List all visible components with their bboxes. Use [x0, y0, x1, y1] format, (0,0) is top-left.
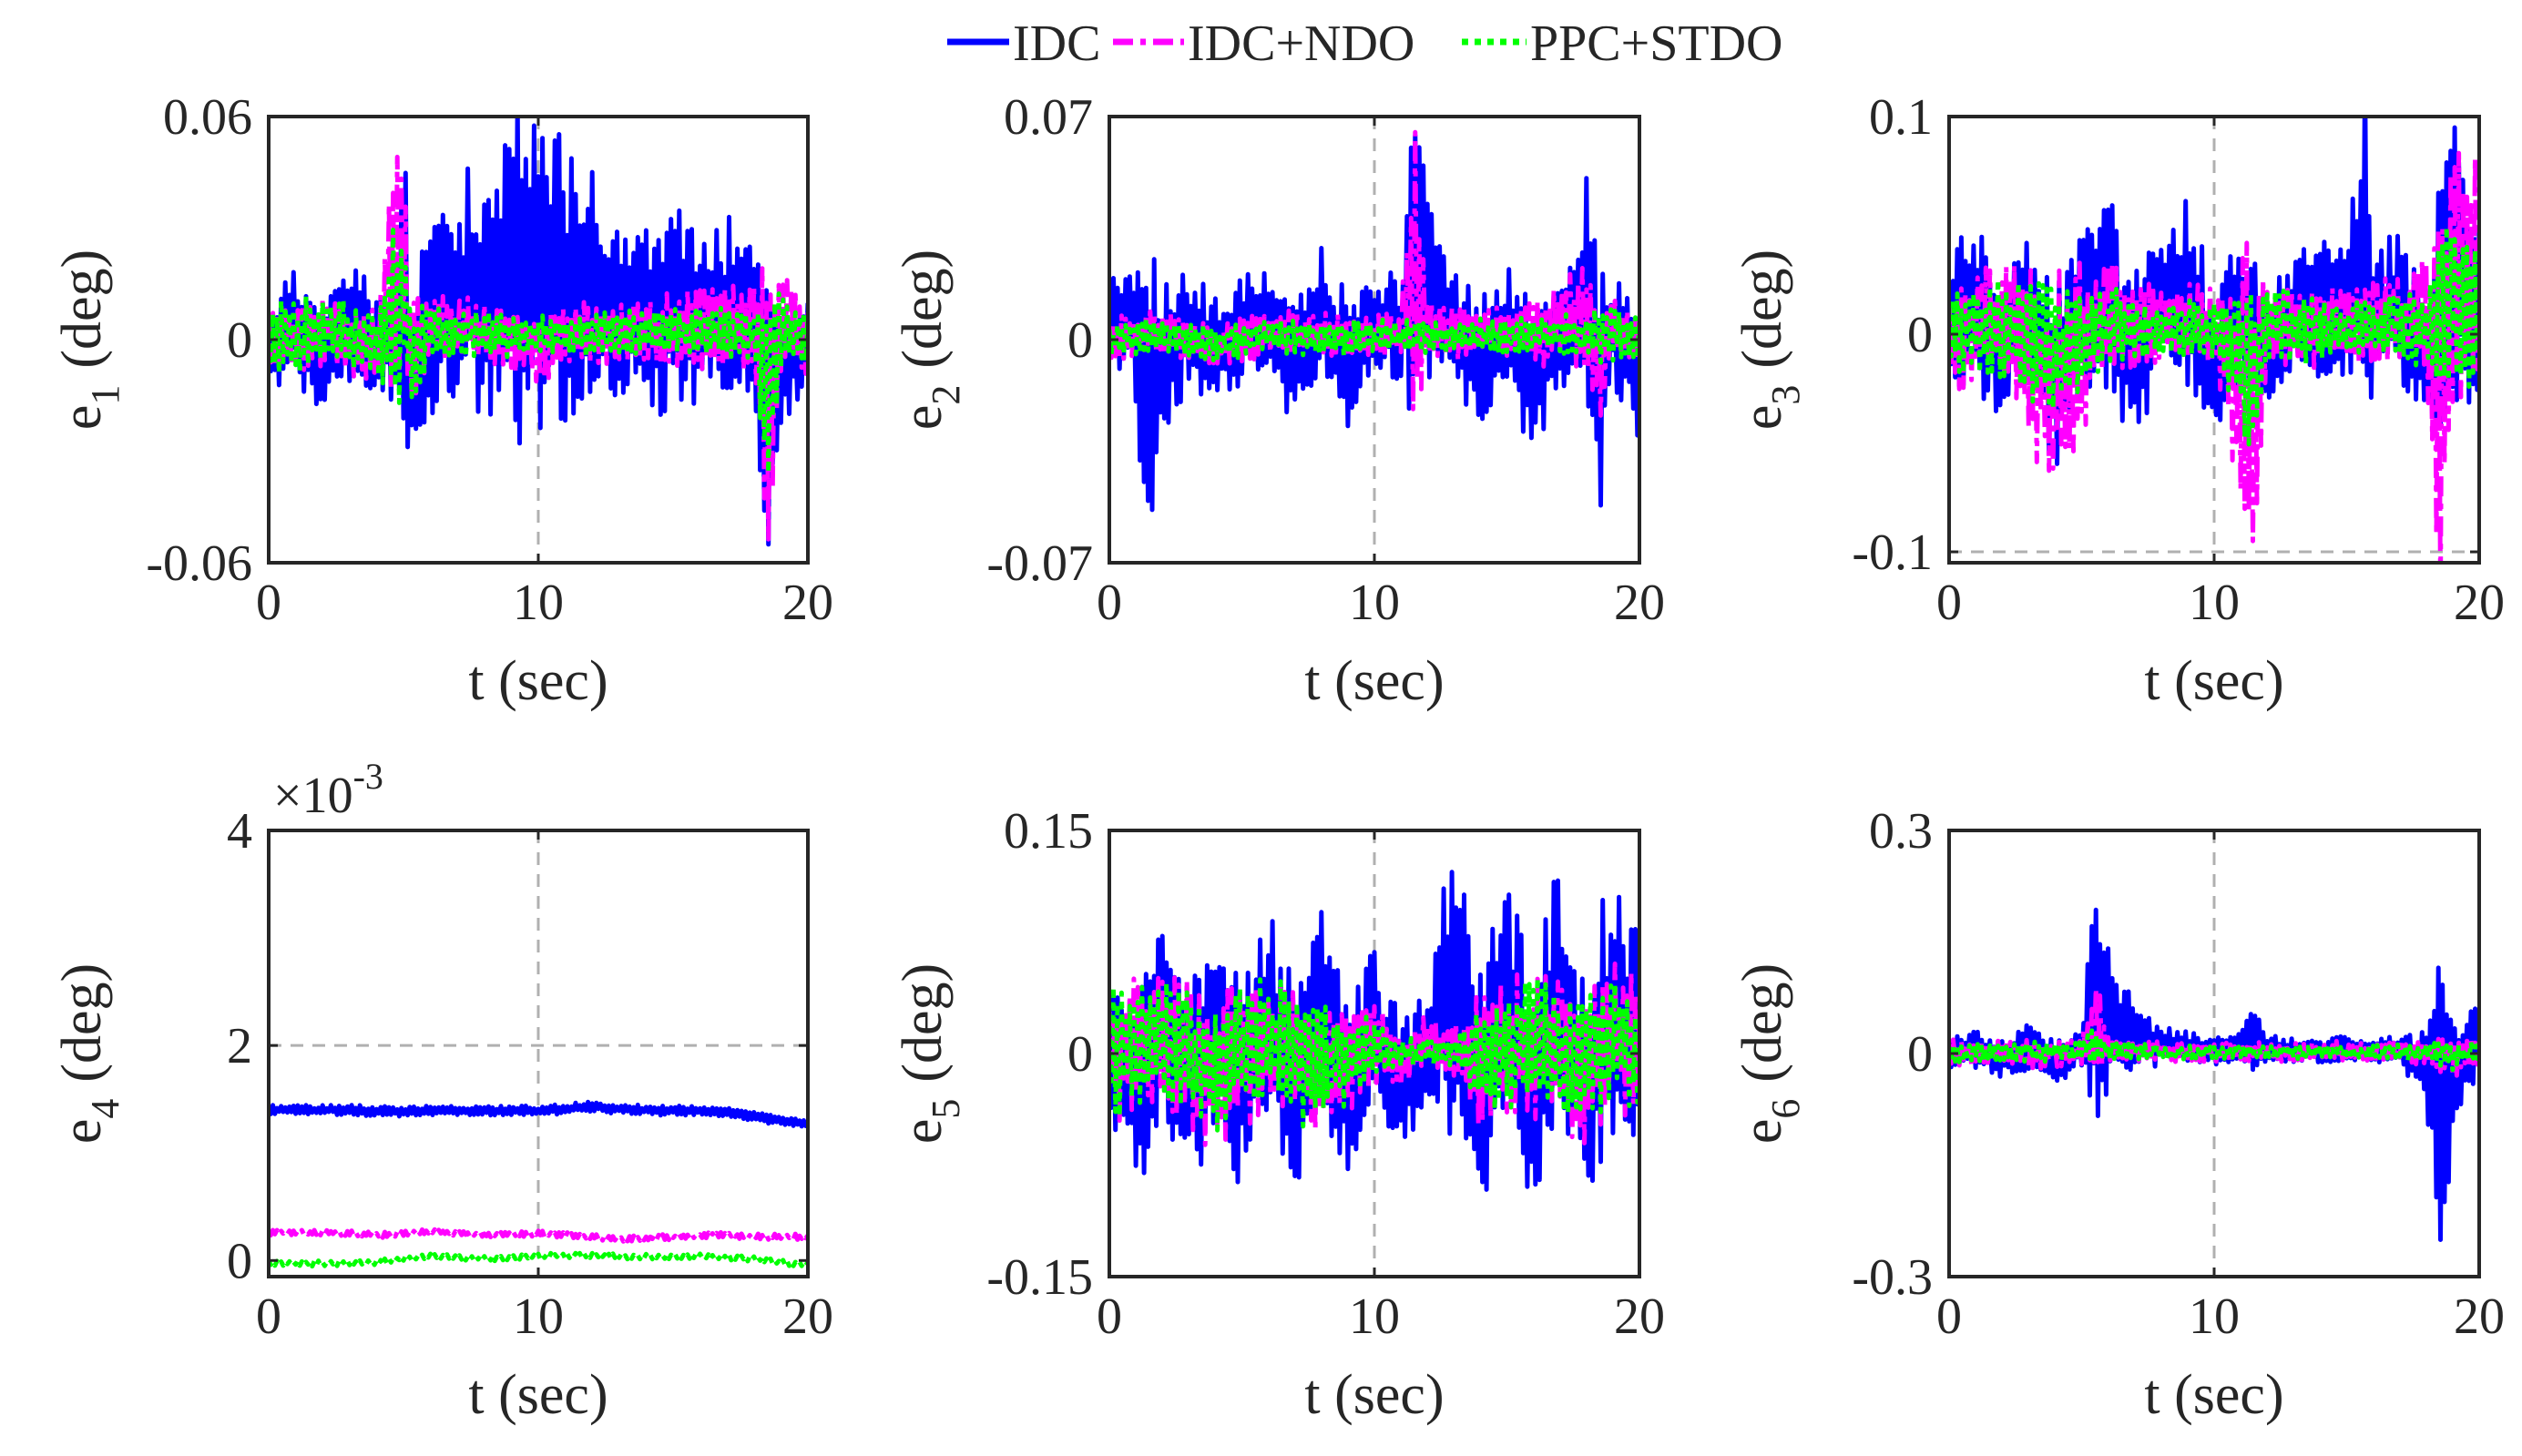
x-tick-label: 10	[2189, 575, 2240, 631]
series-line-idc-ndo	[269, 1227, 808, 1244]
x-axis-label: t (sec)	[468, 1364, 608, 1426]
x-axis-label: t (sec)	[1304, 650, 1444, 712]
series-group	[1109, 870, 1639, 1192]
y-axis-label-sub: 5	[924, 1099, 968, 1119]
y-axis-label: e6 (deg)	[1731, 963, 1808, 1144]
y-axis-label: e4 (deg)	[51, 963, 128, 1144]
y-axis-label-unit: (deg)	[1731, 249, 1793, 369]
x-tick-label: 0	[1097, 575, 1122, 631]
series-line-idc	[269, 1099, 808, 1129]
y-axis-label-unit: (deg)	[51, 963, 113, 1083]
y-axis-label-var: e	[892, 1119, 954, 1145]
y-tick-label: 0.06	[163, 89, 252, 146]
y-tick-label: 0.15	[1004, 803, 1093, 860]
y-tick-label: 0.1	[1869, 89, 1933, 146]
y-axis-label-sub: 3	[1763, 385, 1808, 405]
y-axis-label-unit: (deg)	[892, 963, 954, 1083]
series-group	[269, 117, 808, 547]
y-axis-label-sub: 6	[1763, 1099, 1808, 1119]
y-axis-label-var: e	[892, 405, 954, 431]
y-exponent-label: ×10-3	[273, 756, 383, 824]
series-line-ppc-stdo	[1109, 975, 1639, 1133]
x-tick-label: 10	[513, 575, 564, 631]
x-tick-label: 0	[1097, 1288, 1122, 1345]
x-tick-label: 0	[256, 575, 281, 631]
y-tick-label: 0	[1907, 1026, 1933, 1083]
y-tick-label: -0.1	[1852, 524, 1933, 581]
legend-entry-idc-ndo: IDC+NDO	[1113, 15, 1414, 72]
y-tick-label: 0.07	[1004, 89, 1093, 146]
y-tick-label: 4	[227, 803, 252, 860]
x-tick-label: 20	[782, 1288, 833, 1345]
y-tick-label: -0.06	[146, 535, 252, 592]
y-tick-label: 0.3	[1869, 803, 1933, 860]
x-tick-label: 20	[2454, 575, 2505, 631]
series-line-ppc-stdo	[269, 228, 808, 475]
y-axis-label-sub: 1	[83, 385, 128, 405]
x-tick-label: 20	[2454, 1288, 2505, 1345]
subplot-e3: 0 10 20-0.100.1t (sec)e3(deg)	[1731, 89, 2505, 712]
y-tick-label: 0	[1907, 307, 1933, 363]
y-tick-label: 0	[227, 1233, 252, 1289]
y-tick-label: 0	[227, 312, 252, 369]
y-axis-label: e5 (deg)	[892, 963, 968, 1144]
y-axis-label-var: e	[51, 405, 113, 431]
legend-entry-ppc-stdo: PPC+STDO	[1462, 15, 1782, 72]
legend: IDC IDC+NDO PPC+STDO	[947, 15, 1782, 72]
x-tick-label: 10	[513, 1288, 564, 1345]
series-line-ppc-stdo	[1949, 224, 2479, 447]
y-axis-label-unit: (deg)	[892, 249, 954, 369]
series-group	[1109, 129, 1639, 513]
x-tick-label: 10	[1349, 575, 1400, 631]
legend-label-ppc-stdo: PPC+STDO	[1530, 15, 1782, 72]
y-exponent-power: -3	[353, 756, 383, 797]
x-tick-label: 20	[782, 575, 833, 631]
series-line-ppc-stdo	[1949, 1028, 2479, 1073]
x-axis-label: t (sec)	[2144, 650, 2283, 712]
y-exponent-base: ×10	[273, 768, 353, 824]
legend-label-idc: IDC	[1013, 15, 1100, 72]
y-axis-label-sub: 2	[924, 385, 968, 405]
y-tick-label: 2	[227, 1018, 252, 1074]
series-group	[1949, 907, 2479, 1242]
subplot-e6: 0 10 20-0.300.3t (sec)e6(deg)	[1731, 803, 2505, 1426]
y-tick-label: -0.15	[986, 1249, 1093, 1306]
y-axis-label-var: e	[1731, 405, 1793, 431]
x-axis-label: t (sec)	[468, 650, 608, 712]
y-axis-label-var: e	[1731, 1119, 1793, 1145]
x-tick-label: 20	[1614, 1288, 1665, 1345]
x-axis-label: t (sec)	[2144, 1364, 2283, 1426]
x-axis-label: t (sec)	[1304, 1364, 1444, 1426]
x-tick-label: 0	[256, 1288, 281, 1345]
legend-entry-idc: IDC	[947, 15, 1100, 72]
x-tick-label: 0	[1936, 575, 1962, 631]
y-axis-label-sub: 4	[83, 1099, 128, 1119]
y-axis-label-unit: (deg)	[51, 249, 113, 369]
y-tick-label: -0.3	[1852, 1249, 1933, 1306]
series-group	[269, 1099, 808, 1269]
series-line-ppc-stdo	[269, 1250, 808, 1269]
y-axis-label-var: e	[51, 1119, 113, 1145]
legend-label-idc-ndo: IDC+NDO	[1188, 15, 1414, 72]
y-axis-label-unit: (deg)	[1731, 963, 1793, 1083]
x-tick-label: 0	[1936, 1288, 1962, 1345]
y-axis-label: e3 (deg)	[1731, 249, 1808, 430]
x-tick-label: 20	[1614, 575, 1665, 631]
y-axis-label: e2 (deg)	[892, 249, 968, 430]
y-axis-label: e1 (deg)	[51, 249, 128, 430]
x-tick-label: 10	[2189, 1288, 2240, 1345]
x-tick-label: 10	[1349, 1288, 1400, 1345]
series-line-ppc-stdo	[1109, 306, 1639, 365]
series-group	[1949, 117, 2479, 563]
y-tick-label: 0	[1067, 1026, 1093, 1083]
y-tick-label: 0	[1067, 312, 1093, 369]
y-tick-label: -0.07	[986, 535, 1093, 592]
